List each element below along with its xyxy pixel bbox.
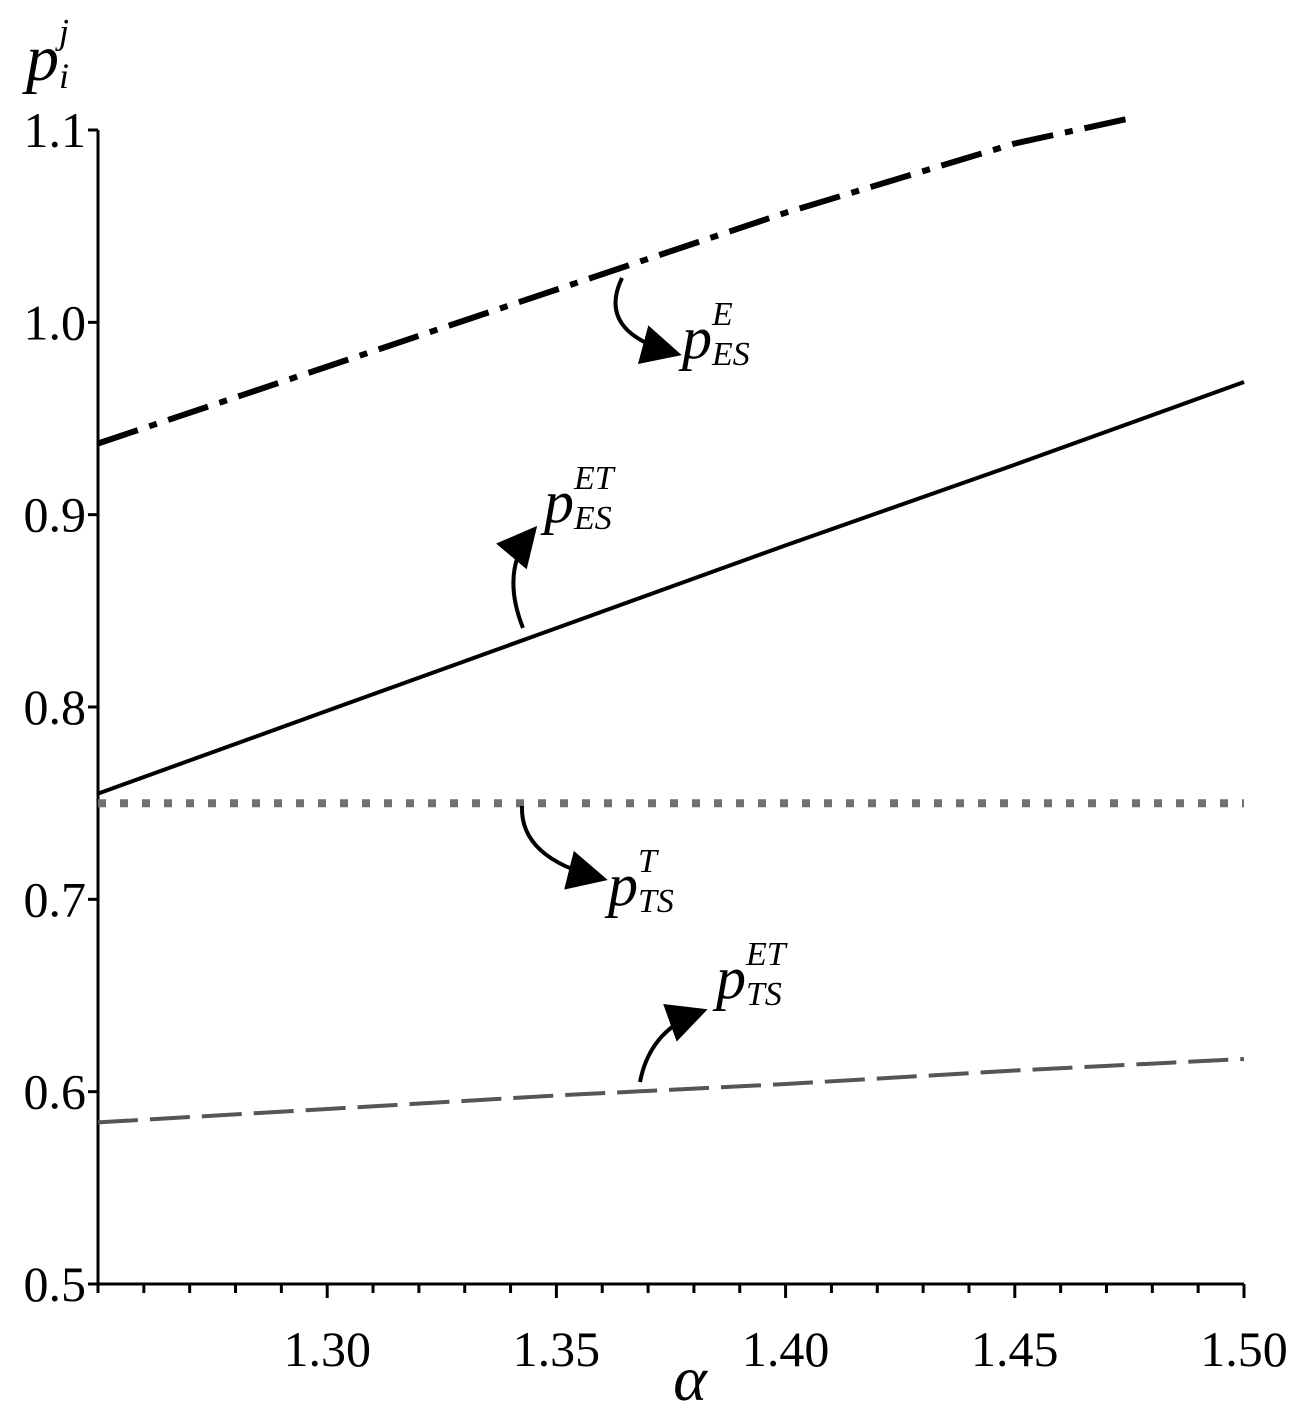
x-tick-label: 1.30 — [283, 1321, 371, 1377]
x-tick-label: 1.40 — [742, 1321, 830, 1377]
series-label-pES-E: pE ES — [678, 296, 750, 373]
y-axis-title: pj i — [22, 12, 69, 96]
series-line-pTS-ET — [97, 1057, 1245, 1125]
y-axis-title-subscript: i — [59, 56, 69, 96]
arrow-pTS-ET — [638, 1004, 708, 1083]
arrow-pES-E — [613, 277, 682, 364]
y-axis-title-base: p — [22, 22, 59, 95]
arrow-pTS-T — [519, 805, 608, 890]
y-tick-label: 0.5 — [24, 1256, 87, 1312]
axes: 0.5 0.6 0.7 0.8 0.9 1.0 1.1 1.30 1.35 1.40 1.45 1.5… — [22, 12, 1288, 1409]
x-tick-label: 1.50 — [1200, 1321, 1288, 1377]
series-label-pTS-T: pT TS — [604, 843, 674, 920]
series-label-pTS-ET: pET TS — [712, 936, 788, 1013]
y-tick-label: 1.1 — [24, 102, 87, 158]
series-label-pTS-T-superscript: T — [638, 843, 659, 880]
series-label-pTS-T-subscript: TS — [638, 883, 674, 920]
y-tick-label: 0.7 — [24, 871, 87, 927]
y-tick-label: 1.0 — [24, 294, 87, 350]
x-tick-label: 1.45 — [971, 1321, 1059, 1377]
series-label-pTS-T-base: p — [604, 852, 638, 918]
y-tick-label: 0.9 — [24, 487, 87, 543]
y-tick-label: 0.8 — [24, 679, 87, 735]
series-label-pTS-ET-base: p — [712, 945, 746, 1011]
series-label-pES-ET: pET ES — [540, 460, 616, 537]
series-label-pES-ET-superscript: ET — [573, 460, 616, 497]
series-label-pTS-ET-superscript: ET — [745, 936, 788, 973]
arrow-pES-ET — [496, 525, 538, 629]
series-label-pES-E-superscript: E — [711, 296, 733, 333]
x-axis-title: α — [673, 1343, 708, 1409]
series-label-pES-E-subscript: ES — [711, 336, 750, 373]
series-label-pES-ET-base: p — [540, 469, 574, 535]
series-label-pTS-ET-subscript: TS — [746, 976, 782, 1013]
series-layer — [97, 115, 1245, 1125]
y-tick-label: 0.6 — [24, 1064, 87, 1120]
series-line-pES-E — [97, 115, 1131, 447]
series-line-pES-ET — [97, 380, 1245, 796]
x-tick-label: 1.35 — [513, 1321, 601, 1377]
series-label-pES-E-base: p — [678, 305, 712, 371]
y-axis-title-superscript: j — [55, 12, 69, 52]
series-label-pES-ET-subscript: ES — [573, 500, 612, 537]
